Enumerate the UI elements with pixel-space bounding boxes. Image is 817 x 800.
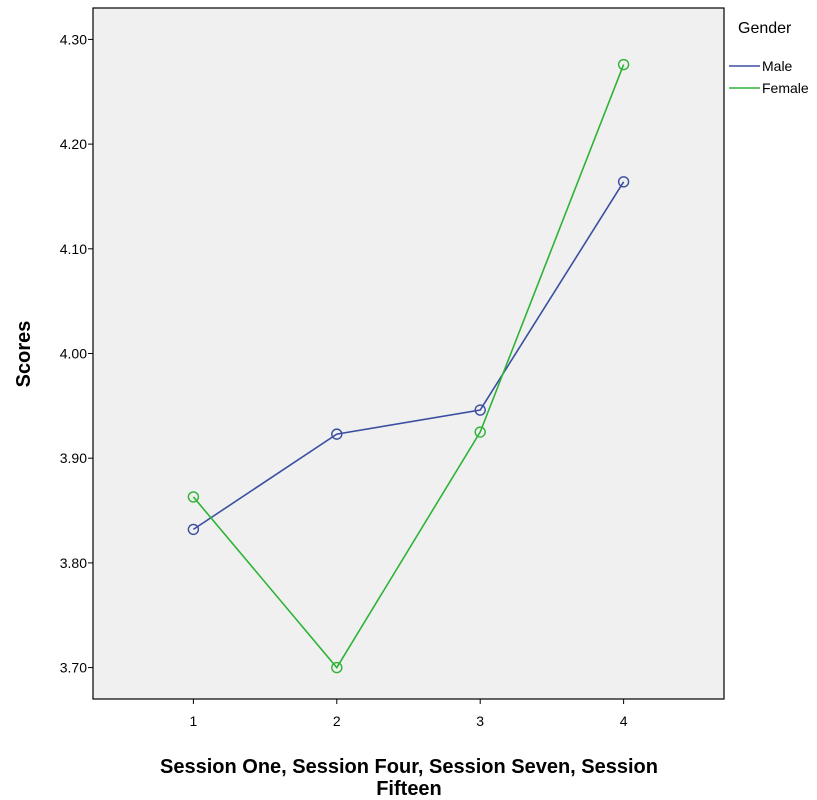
y-tick-label: 3.70 bbox=[60, 660, 87, 676]
y-axis-title: Scores bbox=[13, 321, 35, 388]
y-tick-label: 4.20 bbox=[60, 136, 87, 152]
x-axis: 1 2 3 4 bbox=[189, 699, 628, 729]
data-point-male bbox=[331, 428, 343, 440]
series-line-female bbox=[192, 64, 625, 669]
data-point-female bbox=[331, 661, 343, 674]
y-tick-label: 3.80 bbox=[60, 555, 87, 571]
data-point-male bbox=[474, 404, 486, 416]
y-tick-label: 4.00 bbox=[60, 346, 87, 362]
y-axis: 3.70 3.80 3.90 4.00 4.10 4.20 4.30 bbox=[60, 31, 93, 676]
x-tick-label: 2 bbox=[333, 713, 341, 729]
data-point-male bbox=[187, 523, 200, 536]
x-tick-label: 1 bbox=[189, 713, 197, 729]
legend-title: Gender bbox=[738, 20, 792, 37]
x-axis-title-line-1: Session One, Session Four, Session Seven… bbox=[160, 756, 658, 778]
plot-area bbox=[92, 7, 725, 700]
data-point-female bbox=[187, 491, 200, 503]
y-tick-label: 4.10 bbox=[60, 241, 87, 257]
series-line-male bbox=[192, 181, 625, 531]
legend: Gender Male Female bbox=[729, 20, 809, 96]
y-tick-label: 3.90 bbox=[60, 450, 87, 466]
x-tick-label: 4 bbox=[620, 713, 628, 729]
data-point-female bbox=[474, 426, 486, 438]
legend-label-female: Female bbox=[762, 80, 809, 96]
x-tick-label: 3 bbox=[476, 713, 484, 729]
data-point-female bbox=[617, 58, 630, 71]
x-axis-title-line-2: Fifteen bbox=[376, 778, 442, 800]
legend-label-male: Male bbox=[762, 58, 793, 74]
y-tick-label: 4.30 bbox=[60, 31, 87, 47]
data-point-male bbox=[617, 176, 630, 188]
series-layer bbox=[187, 58, 630, 674]
